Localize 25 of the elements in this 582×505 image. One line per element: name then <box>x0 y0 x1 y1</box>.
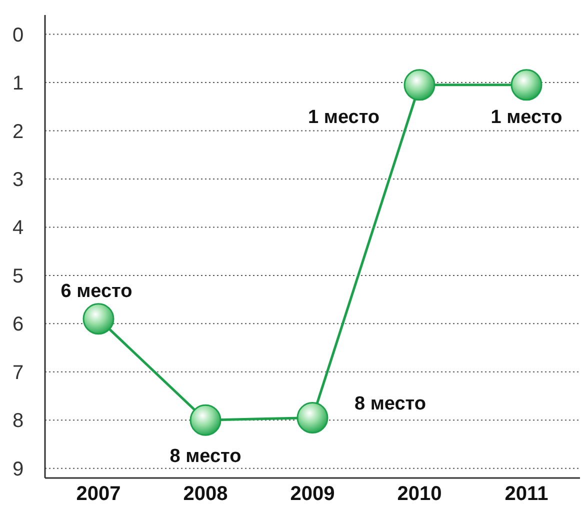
y-tick-label: 1 <box>12 72 24 95</box>
y-tick-label: 2 <box>12 120 24 143</box>
point <box>82 303 114 335</box>
data-label: 1 место <box>308 106 380 128</box>
point <box>510 69 542 101</box>
point <box>404 69 436 101</box>
x-tick-label: 2009 <box>290 483 335 505</box>
point <box>190 404 222 436</box>
y-tick-label: 0 <box>12 24 24 46</box>
data-label: 8 место <box>354 394 426 415</box>
data-label: 8 место <box>170 446 242 468</box>
y-tick-label: 6 <box>12 314 24 336</box>
x-tick-label: 2010 <box>397 483 442 505</box>
data-label: 1 место <box>490 106 562 128</box>
y-tick-label: 8 <box>12 410 24 432</box>
x-tick-label: 2011 <box>504 483 548 505</box>
data-label: 6 место <box>60 280 132 302</box>
x-tick-label: 2008 <box>183 483 228 505</box>
y-tick-label: 3 <box>12 168 24 191</box>
y-tick-label: 4 <box>12 217 24 240</box>
y-tick-label: 9 <box>12 458 24 480</box>
x-tick-label: 2007 <box>76 483 121 505</box>
point <box>296 402 328 434</box>
y-tick-label: 5 <box>12 265 24 288</box>
y-tick-label: 7 <box>12 362 24 384</box>
